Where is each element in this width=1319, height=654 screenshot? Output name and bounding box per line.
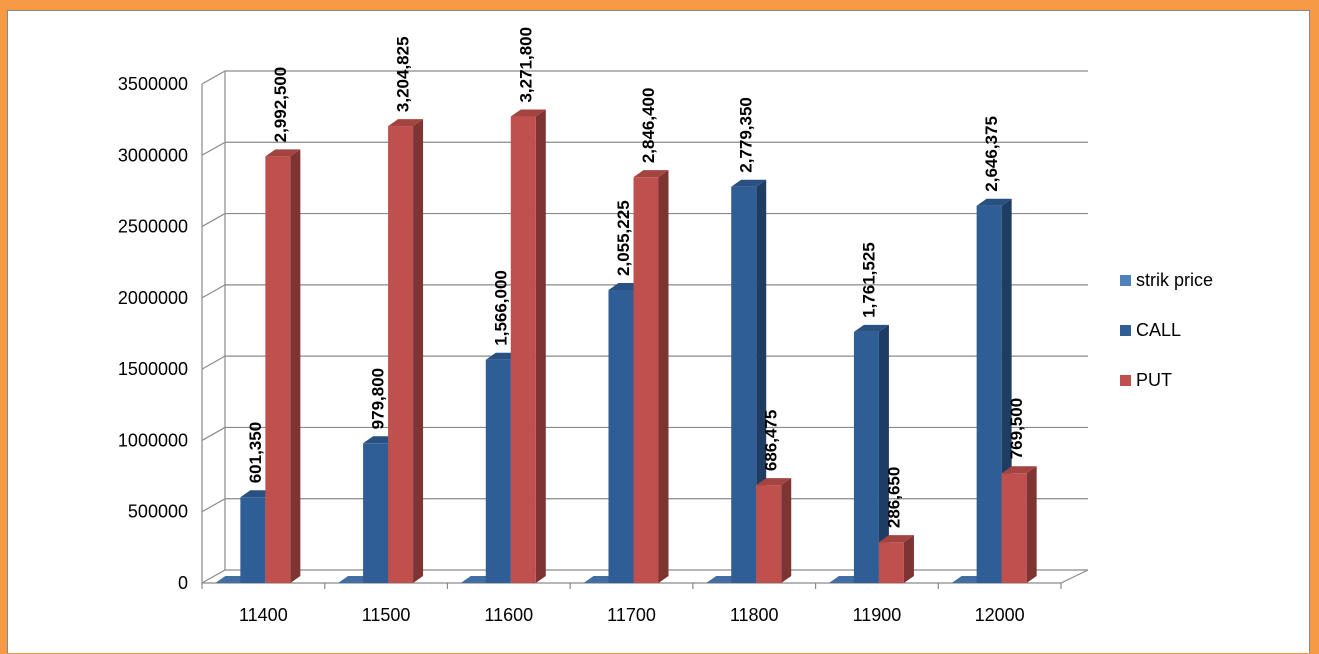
- bar: [363, 443, 388, 583]
- data-label: 1,566,000: [491, 270, 510, 346]
- bar: [265, 156, 290, 583]
- x-tick-label: 12000: [975, 605, 1025, 625]
- data-label: 2,646,375: [982, 116, 1001, 192]
- y-tick-label: 500000: [128, 502, 188, 522]
- bar: [731, 187, 756, 583]
- y-tick-label: 3000000: [118, 145, 188, 165]
- gridline-side: [202, 142, 225, 155]
- x-tick-label: 11800: [730, 605, 779, 625]
- y-tick-label: 1000000: [118, 430, 188, 450]
- data-label: 2,846,400: [639, 88, 658, 164]
- y-tick-label: 1500000: [118, 359, 188, 379]
- y-tick-label: 2000000: [118, 288, 188, 308]
- gridline-side: [202, 427, 225, 440]
- legend: strik price CALL PUT: [1120, 270, 1213, 390]
- bar: [240, 497, 265, 583]
- bar: [634, 177, 659, 583]
- bar: [511, 117, 536, 583]
- data-label: 769,500: [1007, 398, 1026, 459]
- bars-layer: [215, 110, 1036, 583]
- bar-side: [536, 110, 546, 583]
- bar-side: [781, 478, 791, 583]
- bar: [388, 126, 413, 583]
- legend-label: strik price: [1136, 270, 1213, 290]
- bar-chart: 0 500000 1000000 1500000 2000000 2500000 30000…: [8, 11, 1311, 654]
- legend-swatch: [1120, 375, 1131, 386]
- legend-label: PUT: [1136, 370, 1172, 390]
- bar: [1002, 473, 1027, 583]
- gridline-side: [202, 356, 225, 369]
- legend-swatch: [1120, 275, 1131, 286]
- gridline-side: [202, 214, 225, 227]
- bar: [977, 206, 1002, 583]
- bar-side: [904, 535, 914, 583]
- data-label: 2,779,350: [737, 97, 756, 173]
- bar-side: [290, 149, 300, 583]
- data-label: 979,800: [369, 368, 388, 429]
- legend-swatch: [1120, 325, 1131, 336]
- y-tick-label: 2500000: [118, 217, 188, 237]
- floor-right-edge: [1061, 570, 1088, 583]
- gridline-side: [202, 285, 225, 298]
- data-label: 601,350: [246, 422, 265, 483]
- x-tick-label: 11600: [484, 605, 533, 625]
- bar: [486, 360, 511, 583]
- data-label: 1,761,525: [859, 242, 878, 318]
- bar: [879, 542, 904, 583]
- x-tick-label: 11700: [607, 605, 656, 625]
- bar: [756, 485, 781, 583]
- gridline-side: [202, 71, 225, 84]
- x-tick-label: 11500: [362, 605, 411, 625]
- x-tick-label: 11400: [239, 605, 288, 625]
- bar-side: [1027, 466, 1037, 583]
- y-tick-label: 0: [178, 573, 188, 593]
- legend-label: CALL: [1136, 320, 1181, 340]
- data-label: 3,204,825: [394, 36, 413, 112]
- data-label: 2,992,500: [271, 67, 290, 143]
- x-tick-label: 11900: [853, 605, 902, 625]
- data-label: 686,475: [762, 410, 781, 471]
- data-label: 3,271,800: [516, 27, 535, 103]
- data-label: 2,055,225: [614, 200, 633, 276]
- bar: [854, 332, 879, 583]
- gridline-side: [202, 499, 225, 512]
- y-tick-label: 3500000: [118, 74, 188, 94]
- bar-side: [659, 170, 669, 583]
- bar: [609, 290, 634, 583]
- bar-side: [413, 119, 423, 583]
- data-label: 286,650: [884, 467, 903, 528]
- chart-area: 0 500000 1000000 1500000 2000000 2500000 30000…: [7, 10, 1310, 653]
